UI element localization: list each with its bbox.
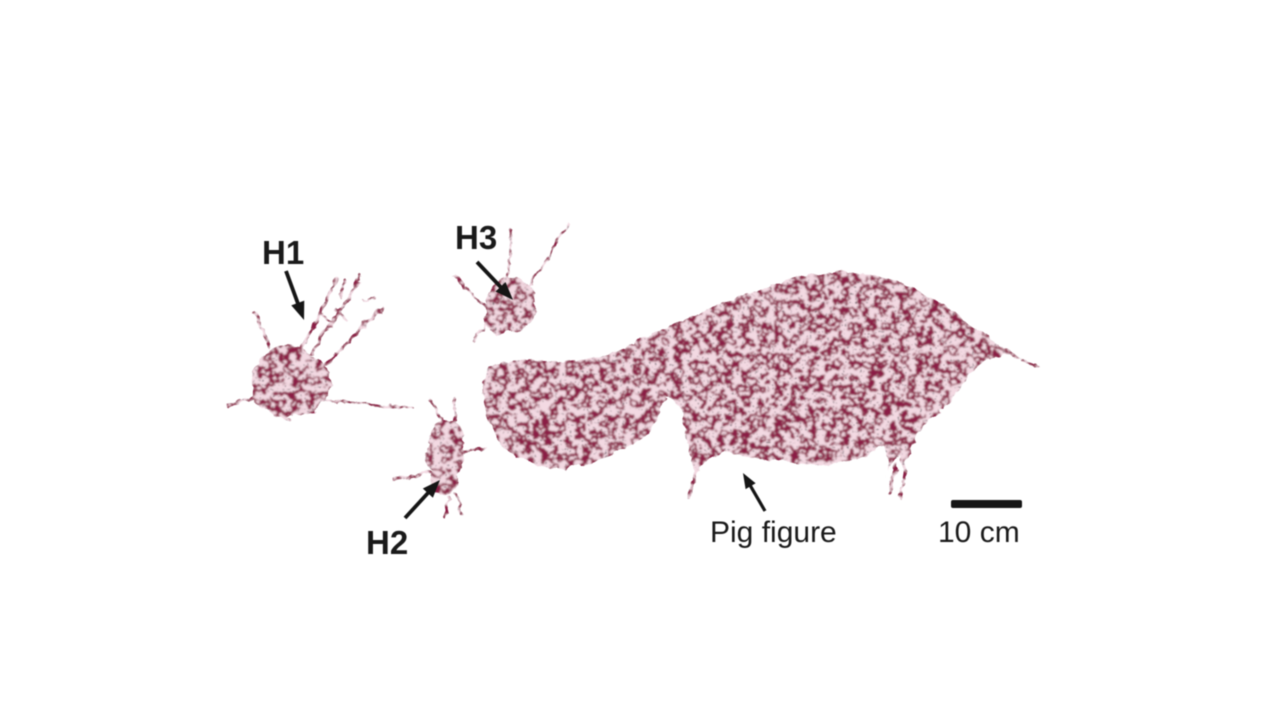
- svg-text:H1: H1: [262, 234, 304, 271]
- svg-text:H2: H2: [366, 524, 408, 561]
- svg-text:H3: H3: [455, 219, 497, 256]
- svg-text:Pig figure: Pig figure: [710, 516, 837, 549]
- svg-text:10 cm: 10 cm: [938, 516, 1020, 549]
